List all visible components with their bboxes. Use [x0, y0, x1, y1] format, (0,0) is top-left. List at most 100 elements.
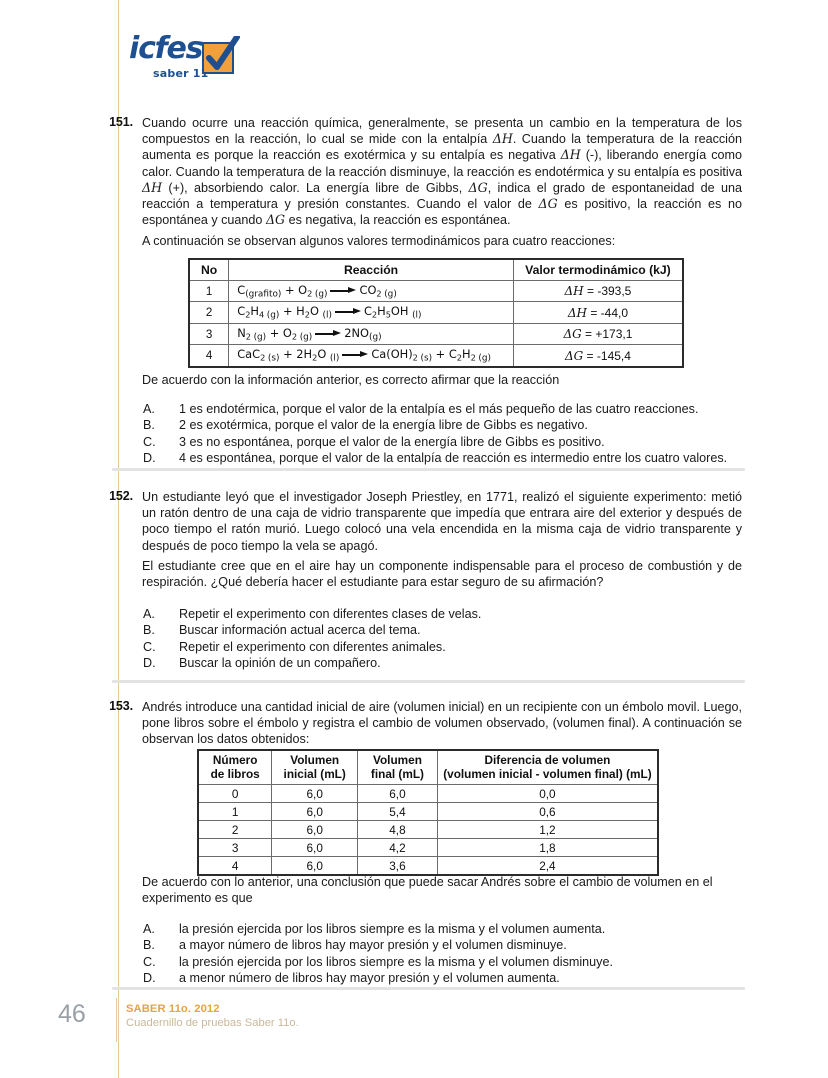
option-text: 3 es no espontánea, porque el valor de l… — [179, 434, 605, 449]
table-row: 3 N2 (g) + O2 (g) 2NO(g) ΔG = +173,1 — [188, 322, 684, 346]
option-text: 2 es exotérmica, porque el valor de la e… — [179, 418, 588, 433]
table-header-row: No Reacción Valor termodinámico (kJ) — [188, 258, 684, 281]
option-151-d[interactable]: D. 4 es espontánea, porque el valor de l… — [143, 450, 743, 466]
question-151-leadin: De acuerdo con la información anterior, … — [142, 373, 560, 387]
option-153-b[interactable]: B. a mayor número de libros hay mayor pr… — [143, 937, 743, 953]
option-letter: B. — [143, 938, 155, 953]
option-text: la presión ejercida por los libros siemp… — [179, 922, 606, 936]
col-header-valor: Valor termodinámico (kJ) — [512, 258, 684, 281]
col-header-no: No — [188, 258, 230, 281]
table-row: 2 6,0 4,8 1,2 — [197, 820, 659, 839]
cell-diferencia: 0,6 — [436, 802, 659, 821]
question-stem-153: Andrés introduce una cantidad inicial de… — [142, 700, 742, 747]
option-text: Buscar información actual acerca del tem… — [179, 623, 421, 638]
cell-diferencia: 1,2 — [436, 820, 659, 839]
table-row: 4 CaC2 (s) + 2H2O (l) Ca(OH)2 (s) + C2H2 … — [188, 344, 684, 368]
cell-volumen-inicial: 6,0 — [271, 820, 359, 839]
option-letter: D. — [143, 656, 156, 671]
cell-numero-libros: 1 — [197, 802, 273, 821]
cell-volumen-final: 3,6 — [357, 856, 438, 876]
option-153-a[interactable]: A. la presión ejercida por los libros si… — [143, 921, 743, 937]
header-line: Volumen — [290, 753, 340, 767]
checkmark-icon — [202, 36, 240, 74]
table-row: 1 C(grafito) + O2 (g) CO2 (g) ΔH = -393,5 — [188, 279, 684, 303]
header-line: Volumen — [372, 753, 422, 767]
option-151-b[interactable]: B. 2 es exotérmica, porque el valor de l… — [143, 417, 743, 433]
cell-diferencia: 1,8 — [436, 838, 659, 857]
volume-table-wrap: Número de libros Volumen inicial (mL) Vo… — [197, 749, 659, 876]
cell-value: ΔG = -145,4 — [512, 344, 684, 368]
cell-value: ΔG = +173,1 — [512, 322, 684, 346]
question-153-leadin: De acuerdo con lo anterior, una conclusi… — [142, 875, 713, 906]
option-letter: D. — [143, 971, 156, 986]
option-text: a mayor número de libros hay mayor presi… — [179, 938, 567, 953]
option-151-a[interactable]: A. 1 es endotérmica, porque el valor de … — [143, 401, 743, 417]
cell-no: 1 — [188, 279, 230, 303]
margin-rule — [118, 0, 119, 1078]
option-letter: D. — [143, 451, 156, 466]
option-letter: C. — [143, 954, 156, 969]
option-letter: B. — [143, 623, 155, 638]
header-line: Número — [212, 753, 258, 767]
cell-volumen-final: 5,4 — [357, 802, 438, 821]
cell-volumen-inicial: 6,0 — [271, 802, 359, 821]
option-text: la presión ejercida por los libros siemp… — [179, 954, 613, 969]
volume-table: Número de libros Volumen inicial (mL) Vo… — [197, 749, 659, 876]
col-header-numero-libros: Número de libros — [197, 749, 273, 785]
cell-no: 2 — [188, 301, 230, 324]
col-header-diferencia-volumen: Diferencia de volumen (volumen inicial -… — [436, 749, 659, 785]
table-row: 4 6,0 3,6 2,4 — [197, 856, 659, 876]
cell-diferencia: 0,0 — [436, 784, 659, 803]
option-text: Buscar la opinión de un compañero. — [179, 656, 381, 671]
table-row: 3 6,0 4,2 1,8 — [197, 838, 659, 857]
cell-no: 4 — [188, 344, 230, 368]
table-header-row: Número de libros Volumen inicial (mL) Vo… — [197, 749, 659, 785]
question-152-leadin: El estudiante cree que en el aire hay un… — [142, 559, 742, 590]
option-152-b[interactable]: B. Buscar información actual acerca del … — [143, 622, 743, 638]
logo-wordmark: icfes — [129, 31, 204, 66]
logo-tagline: saber 11° — [153, 67, 215, 80]
option-letter: C. — [143, 434, 156, 449]
option-152-d[interactable]: D. Buscar la opinión de un compañero. — [143, 655, 743, 671]
footer-title: SABER 11o. 2012 — [126, 1003, 220, 1015]
cell-reaction: N2 (g) + O2 (g) 2NO(g) — [228, 322, 514, 346]
option-letter: B. — [143, 418, 155, 433]
reactions-table-wrap: No Reacción Valor termodinámico (kJ) 1 C… — [188, 258, 684, 368]
option-153-d[interactable]: D. a menor número de libros hay mayor pr… — [143, 970, 743, 986]
cell-numero-libros: 3 — [197, 838, 273, 857]
table-row: 1 6,0 5,4 0,6 — [197, 802, 659, 821]
options-153: A. la presión ejercida por los libros si… — [143, 921, 743, 987]
question-number-152: 152. — [109, 489, 133, 503]
option-text: a menor número de libros hay mayor presi… — [179, 971, 560, 986]
col-header-volumen-inicial: Volumen inicial (mL) — [271, 749, 359, 785]
section-separator-2 — [112, 680, 745, 683]
cell-diferencia: 2,4 — [436, 856, 659, 876]
cell-reaction: C(grafito) + O2 (g) CO2 (g) — [228, 279, 514, 303]
options-151: A. 1 es endotérmica, porque el valor de … — [143, 401, 743, 467]
cell-reaction: C2H4 (g) + H2O (l) C2H5OH (l) — [228, 301, 514, 324]
cell-volumen-final: 4,8 — [357, 820, 438, 839]
page-number: 46 — [58, 1000, 86, 1028]
cell-no: 3 — [188, 322, 230, 346]
table-row: 2 C2H4 (g) + H2O (l) C2H5OH (l) ΔH = -44,… — [188, 301, 684, 324]
cell-numero-libros: 2 — [197, 820, 273, 839]
option-153-c[interactable]: C. la presión ejercida por los libros si… — [143, 954, 743, 970]
option-152-a[interactable]: A. Repetir el experimento con diferentes… — [143, 606, 743, 622]
option-text: Repetir el experimento con diferentes cl… — [179, 607, 482, 621]
options-152: A. Repetir el experimento con diferentes… — [143, 606, 743, 672]
option-letter: A. — [143, 402, 155, 416]
question-151-intro: A continuación se observan algunos valor… — [142, 234, 616, 248]
option-152-c[interactable]: C. Repetir el experimento con diferentes… — [143, 639, 743, 655]
option-151-c[interactable]: C. 3 es no espontánea, porque el valor d… — [143, 434, 743, 450]
table-row: 0 6,0 6,0 0,0 — [197, 784, 659, 803]
section-separator-1 — [112, 468, 745, 471]
question-number-151: 151. — [109, 115, 133, 129]
cell-numero-libros: 4 — [197, 856, 273, 876]
cell-numero-libros: 0 — [197, 784, 273, 803]
option-letter: A. — [143, 922, 155, 936]
option-letter: C. — [143, 639, 156, 654]
header-line: final (mL) — [370, 766, 424, 781]
footer-divider — [116, 998, 117, 1042]
cell-value: ΔH = -44,0 — [512, 301, 684, 324]
cell-reaction: CaC2 (s) + 2H2O (l) Ca(OH)2 (s) + C2H2 (g… — [228, 344, 514, 368]
